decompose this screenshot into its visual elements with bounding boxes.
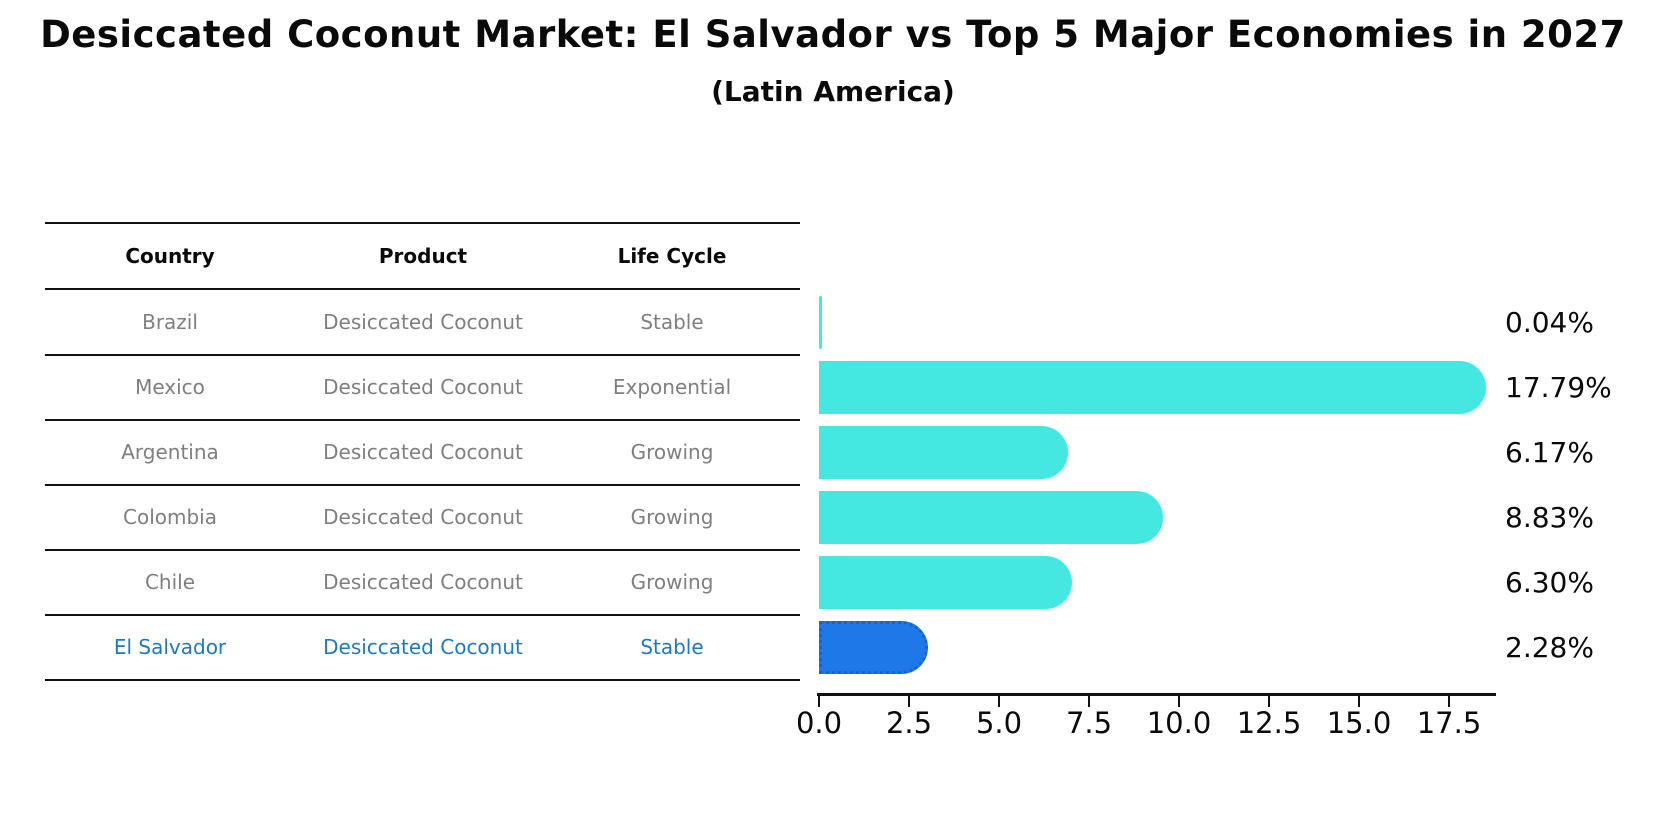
- x-axis-tick: [1268, 696, 1270, 707]
- cell-country: Brazil: [142, 310, 198, 334]
- table-rule: [45, 288, 800, 290]
- column-header-country: Country: [125, 244, 215, 268]
- table-rule: [45, 679, 800, 681]
- y-axis-tick: [783, 354, 800, 356]
- cell-country: Argentina: [121, 440, 219, 464]
- x-axis-tick: [818, 696, 820, 707]
- y-axis-tick: [783, 288, 800, 290]
- x-axis-tick-label: 7.5: [1065, 706, 1113, 740]
- cell-country: Mexico: [135, 375, 205, 399]
- x-axis-tick: [1448, 696, 1450, 707]
- value-label: 6.30%: [1505, 566, 1594, 599]
- cell-country: Chile: [144, 570, 196, 594]
- value-label: 17.79%: [1505, 371, 1612, 404]
- y-axis-tick: [783, 484, 800, 486]
- y-axis-tick: [783, 614, 800, 616]
- column-header-life-cycle: Life Cycle: [617, 244, 727, 268]
- x-axis-tick-label: 2.5: [885, 706, 933, 740]
- value-label: 0.04%: [1505, 306, 1594, 339]
- x-axis-tick-label: 0.0: [795, 706, 843, 740]
- x-axis-line: [817, 693, 1496, 696]
- bar-el-salvador: [819, 621, 928, 674]
- x-axis-tick-label: 10.0: [1146, 706, 1212, 740]
- table-rule: [45, 484, 800, 486]
- y-axis-tick: [783, 419, 800, 421]
- cell-country: Colombia: [123, 505, 217, 529]
- table-rule: [45, 354, 800, 356]
- value-label: 2.28%: [1505, 631, 1594, 664]
- cell-life-cycle: Growing: [630, 570, 714, 594]
- table-rule: [45, 222, 800, 224]
- chart-title: Desiccated Coconut Market: El Salvador v…: [40, 13, 1626, 56]
- x-axis-tick-label: 5.0: [975, 706, 1023, 740]
- table-rule: [45, 614, 800, 616]
- y-axis-tick: [783, 679, 800, 681]
- cell-product: Desiccated Coconut: [323, 635, 523, 659]
- cell-product: Desiccated Coconut: [323, 440, 523, 464]
- cell-life-cycle: Growing: [630, 505, 714, 529]
- bar-mexico: [819, 361, 1486, 414]
- bar-chile: [819, 556, 1073, 609]
- bar-colombia: [819, 491, 1164, 544]
- cell-country: El Salvador: [113, 635, 227, 659]
- table-rule: [45, 549, 800, 551]
- x-axis-tick: [998, 696, 1000, 707]
- cell-life-cycle: Exponential: [612, 375, 732, 399]
- cell-product: Desiccated Coconut: [323, 570, 523, 594]
- cell-life-cycle: Growing: [630, 440, 714, 464]
- cell-product: Desiccated Coconut: [323, 505, 523, 529]
- cell-life-cycle: Stable: [640, 310, 704, 334]
- bar-argentina: [819, 426, 1068, 479]
- x-axis-tick-label: 15.0: [1326, 706, 1392, 740]
- value-label: 8.83%: [1505, 501, 1594, 534]
- table-rule: [45, 419, 800, 421]
- x-axis-tick: [1358, 696, 1360, 707]
- y-axis-tick: [783, 549, 800, 551]
- cell-product: Desiccated Coconut: [323, 375, 523, 399]
- value-label: 6.17%: [1505, 436, 1594, 469]
- column-header-product: Product: [378, 244, 468, 268]
- cell-life-cycle: Stable: [640, 635, 704, 659]
- cell-product: Desiccated Coconut: [323, 310, 523, 334]
- x-axis-tick: [1178, 696, 1180, 707]
- x-axis-tick-label: 12.5: [1236, 706, 1302, 740]
- chart-subtitle: (Latin America): [711, 75, 955, 108]
- x-axis-tick: [1088, 696, 1090, 707]
- bar-brazil: [819, 296, 822, 349]
- x-axis-tick-label: 17.5: [1416, 706, 1482, 740]
- x-axis-tick: [908, 696, 910, 707]
- y-axis-tick: [783, 222, 800, 224]
